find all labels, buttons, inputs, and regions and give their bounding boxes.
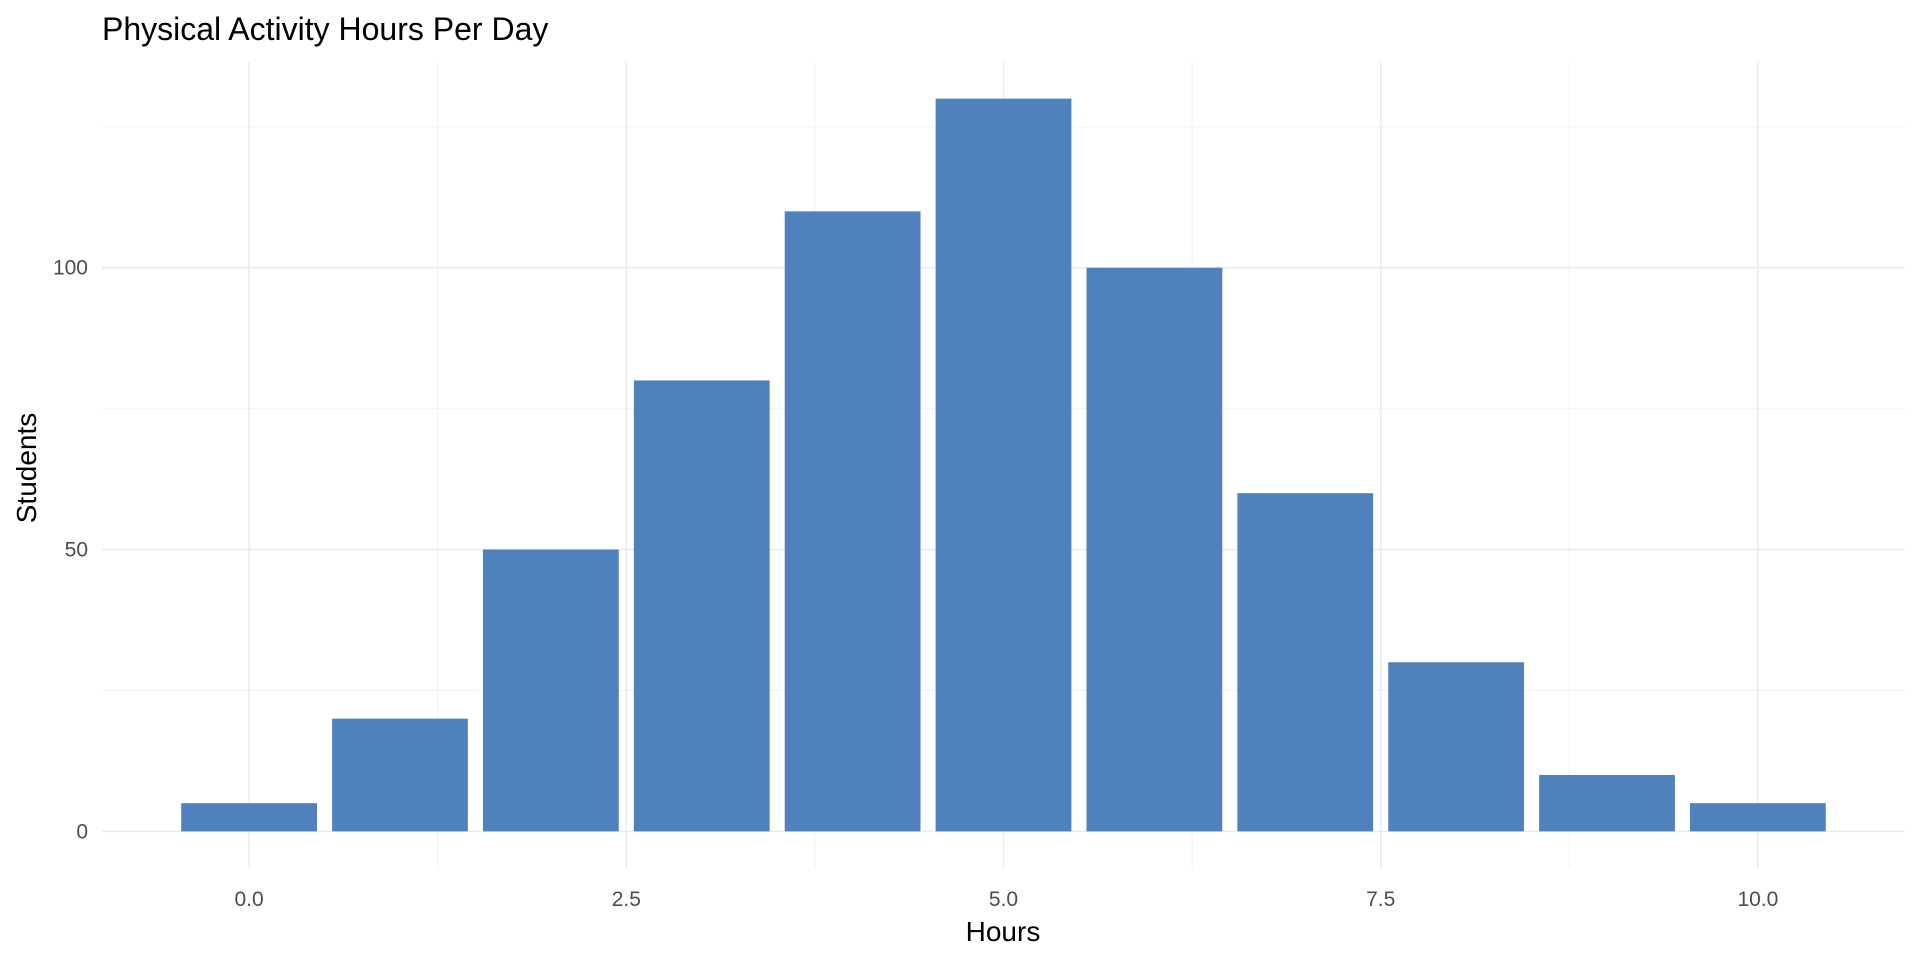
bar bbox=[1388, 662, 1525, 832]
bar bbox=[181, 803, 318, 832]
bars bbox=[181, 98, 1826, 832]
bar bbox=[1086, 267, 1223, 832]
x-axis-title: Hours bbox=[966, 916, 1041, 947]
x-axis-ticks: 0.0 2.5 5.0 7.5 10.0 bbox=[235, 888, 1779, 911]
bar bbox=[1689, 803, 1826, 832]
bar bbox=[482, 549, 619, 832]
y-axis-ticks: 0 50 100 bbox=[53, 257, 88, 844]
x-tick-label: 7.5 bbox=[1366, 888, 1395, 911]
bar bbox=[935, 98, 1072, 832]
bar bbox=[1539, 775, 1675, 832]
x-tick-label: 2.5 bbox=[612, 888, 641, 911]
bar bbox=[784, 211, 921, 832]
bar bbox=[633, 380, 770, 832]
chart-title: Physical Activity Hours Per Day bbox=[102, 11, 548, 47]
x-tick-label: 10.0 bbox=[1737, 888, 1778, 911]
y-tick-label: 0 bbox=[76, 820, 88, 843]
bar bbox=[1237, 493, 1374, 832]
y-tick-label: 50 bbox=[65, 539, 88, 562]
x-tick-label: 5.0 bbox=[989, 888, 1018, 911]
x-tick-label: 0.0 bbox=[235, 888, 264, 911]
bar bbox=[332, 718, 468, 832]
y-tick-label: 100 bbox=[53, 257, 88, 280]
y-axis-title: Students bbox=[11, 413, 42, 524]
